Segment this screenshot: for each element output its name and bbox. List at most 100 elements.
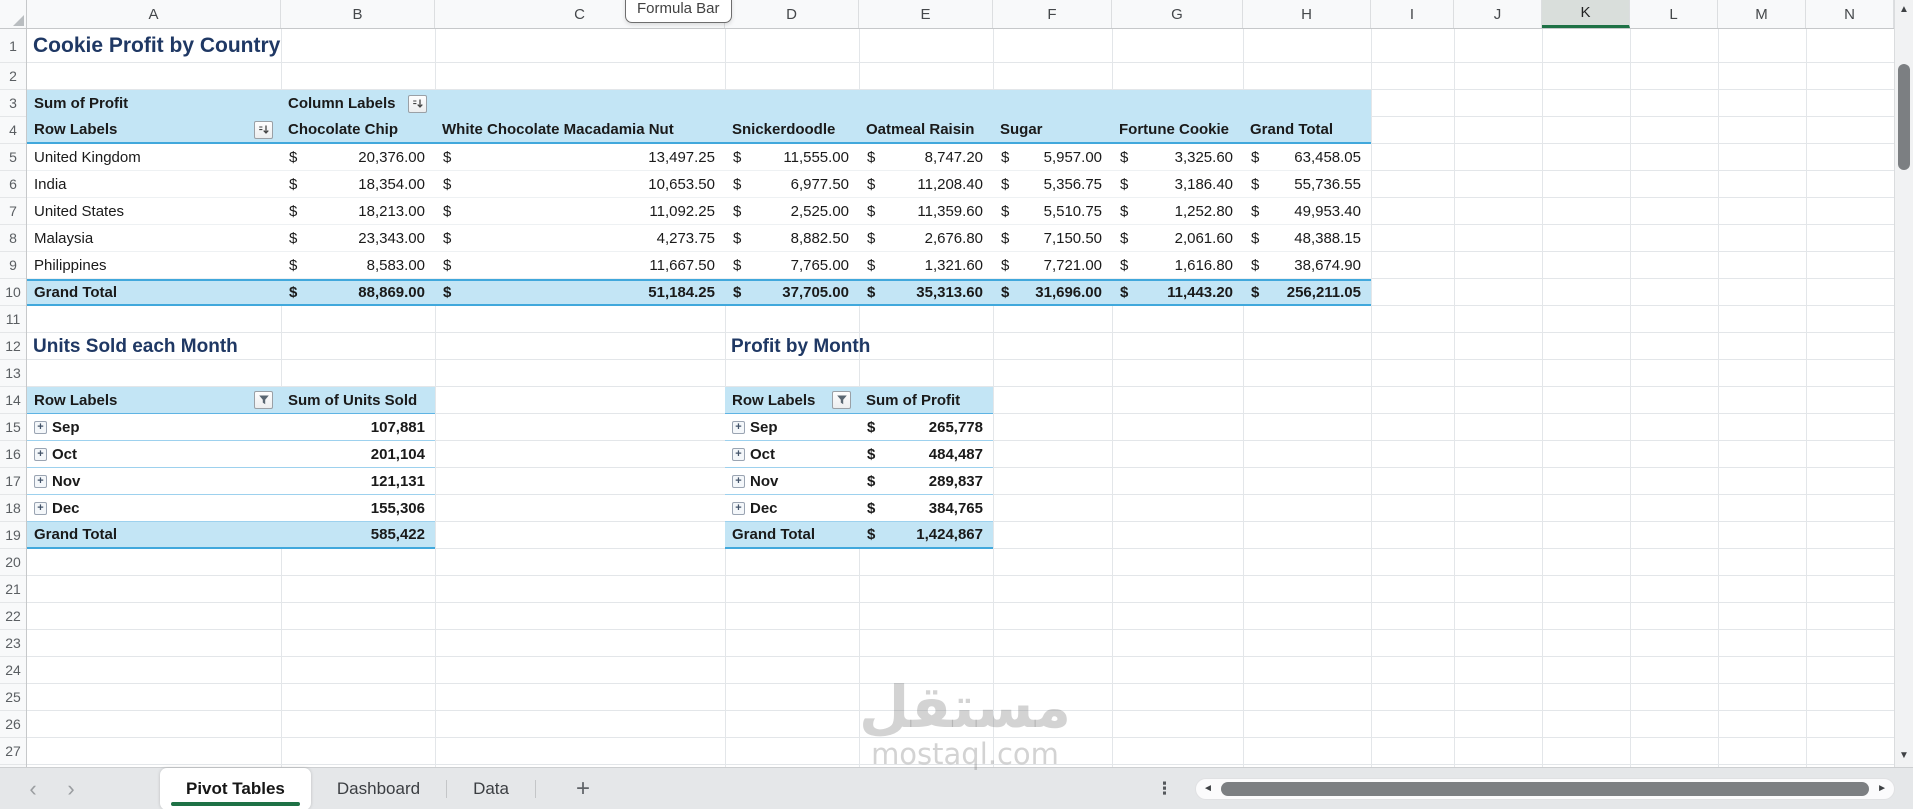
scroll-right-icon[interactable] bbox=[1877, 784, 1887, 794]
units-value-cell[interactable]: 155,306 bbox=[370, 499, 425, 517]
row-number[interactable]: 26 bbox=[0, 711, 26, 738]
column-header-l[interactable]: L bbox=[1630, 0, 1718, 28]
profit-value-cell[interactable]: $265,778 bbox=[859, 414, 993, 440]
row-number[interactable]: 18 bbox=[0, 495, 26, 522]
pivot-cell[interactable]: $7,765.00 bbox=[725, 252, 859, 278]
expand-icon[interactable] bbox=[732, 501, 745, 515]
pivot-total-cell[interactable]: $31,696.00 bbox=[993, 281, 1112, 304]
pivot-row-label[interactable]: Malaysia bbox=[34, 229, 94, 247]
pivot-cell[interactable]: $11,092.25 bbox=[435, 198, 725, 224]
column-header-k-selected[interactable]: K bbox=[1542, 0, 1630, 28]
row-number[interactable]: 5 bbox=[0, 144, 26, 171]
row-number[interactable]: 25 bbox=[0, 684, 26, 711]
grand-total-label[interactable]: Grand Total bbox=[732, 526, 816, 543]
pivot-total-cell[interactable]: $256,211.05 bbox=[1243, 281, 1371, 304]
column-header-h[interactable]: H bbox=[1243, 0, 1371, 28]
pivot-cell[interactable]: $55,736.55 bbox=[1243, 171, 1371, 197]
scroll-down-icon[interactable] bbox=[1895, 750, 1913, 761]
pivot-cell[interactable]: $49,953.40 bbox=[1243, 198, 1371, 224]
expand-icon[interactable] bbox=[732, 474, 745, 488]
units-pivot-title-cell[interactable]: Units Sold each Month bbox=[33, 336, 238, 357]
row-number[interactable]: 2 bbox=[0, 63, 26, 90]
col-header-chocolate-chip[interactable]: Chocolate Chip bbox=[288, 121, 399, 138]
grand-total-label[interactable]: Grand Total bbox=[34, 284, 118, 301]
row-number[interactable]: 15 bbox=[0, 414, 26, 441]
vertical-scrollbar[interactable] bbox=[1894, 0, 1913, 767]
row-number[interactable]: 13 bbox=[0, 360, 26, 387]
sheet-options-kebab-icon[interactable] bbox=[1134, 779, 1195, 799]
pivot-cell[interactable]: $4,273.75 bbox=[435, 225, 725, 251]
row-number[interactable]: 9 bbox=[0, 252, 26, 279]
column-labels-sort-button[interactable] bbox=[408, 94, 427, 113]
col-header-white-chocolate-macadamia-nut[interactable]: White Chocolate Macadamia Nut bbox=[442, 121, 674, 138]
vertical-scrollbar-thumb[interactable] bbox=[1898, 64, 1910, 170]
grand-total-label[interactable]: Grand Total bbox=[34, 526, 118, 543]
row-number[interactable]: 4 bbox=[0, 117, 26, 144]
row-number[interactable]: 10 bbox=[0, 279, 26, 306]
col-header-fortune-cookie[interactable]: Fortune Cookie bbox=[1119, 121, 1230, 138]
row-number[interactable]: 6 bbox=[0, 171, 26, 198]
row-number[interactable]: 7 bbox=[0, 198, 26, 225]
row-number[interactable]: 24 bbox=[0, 657, 26, 684]
sheet-tab-data[interactable]: Data bbox=[447, 768, 535, 809]
pivot-total-cell[interactable]: $37,705.00 bbox=[725, 281, 859, 304]
row-number[interactable]: 8 bbox=[0, 225, 26, 252]
profit-total-value[interactable]: $1,424,867 bbox=[859, 522, 993, 547]
pivot-cell[interactable]: $8,882.50 bbox=[725, 225, 859, 251]
expand-icon[interactable] bbox=[34, 447, 47, 461]
column-header-n[interactable]: N bbox=[1806, 0, 1894, 28]
value-area-label[interactable]: Sum of Profit bbox=[34, 95, 129, 112]
units-row-labels-cell[interactable]: Row Labels bbox=[27, 387, 281, 413]
month-label-cell[interactable]: Dec bbox=[27, 495, 281, 521]
pivot-cell[interactable]: $13,497.25 bbox=[435, 144, 725, 170]
expand-icon[interactable] bbox=[34, 420, 47, 434]
add-sheet-button[interactable]: + bbox=[575, 774, 590, 802]
sheet-tab-pivot-tables[interactable]: Pivot Tables bbox=[160, 767, 311, 809]
sheet-tab-dashboard[interactable]: Dashboard bbox=[311, 768, 446, 809]
pivot-cell[interactable]: $11,555.00 bbox=[725, 144, 859, 170]
pivot-cell[interactable]: $8,747.20 bbox=[859, 144, 993, 170]
row-number[interactable]: 23 bbox=[0, 630, 26, 657]
pivot-row-label[interactable]: Philippines bbox=[34, 256, 107, 274]
month-label-cell[interactable]: Nov bbox=[27, 468, 281, 494]
col-header-snickerdoodle[interactable]: Snickerdoodle bbox=[732, 121, 836, 138]
row-number[interactable]: 20 bbox=[0, 549, 26, 576]
month-label-cell[interactable]: Oct bbox=[725, 441, 859, 467]
row-number[interactable]: 21 bbox=[0, 576, 26, 603]
pivot-cell[interactable]: $11,208.40 bbox=[859, 171, 993, 197]
pivot-cell[interactable]: $10,653.50 bbox=[435, 171, 725, 197]
row-number[interactable]: 1 bbox=[0, 29, 26, 63]
column-header-m[interactable]: M bbox=[1718, 0, 1806, 28]
pivot-cell[interactable]: $5,356.75 bbox=[993, 171, 1112, 197]
month-label-cell[interactable]: Sep bbox=[27, 414, 281, 440]
column-header-b[interactable]: B bbox=[281, 0, 435, 28]
pivot-cell[interactable]: $8,583.00 bbox=[281, 252, 435, 278]
pivot-row-label[interactable]: United States bbox=[34, 202, 125, 220]
pivot-cell[interactable]: $7,721.00 bbox=[993, 252, 1112, 278]
pivot-cell[interactable]: $7,150.50 bbox=[993, 225, 1112, 251]
profit-value-cell[interactable]: $484,487 bbox=[859, 441, 993, 467]
horizontal-scrollbar-thumb[interactable] bbox=[1221, 781, 1869, 796]
profit-value-header[interactable]: Sum of Profit bbox=[866, 391, 961, 409]
column-header-j[interactable]: J bbox=[1454, 0, 1542, 28]
row-number[interactable]: 3 bbox=[0, 90, 26, 117]
profit-value-cell[interactable]: $289,837 bbox=[859, 468, 993, 494]
column-header-i[interactable]: I bbox=[1371, 0, 1454, 28]
scroll-left-icon[interactable] bbox=[1203, 784, 1213, 794]
pivot-cell[interactable]: $1,321.60 bbox=[859, 252, 993, 278]
pivot-cell[interactable]: $20,376.00 bbox=[281, 144, 435, 170]
month-label-cell[interactable]: Oct bbox=[27, 441, 281, 467]
row-number[interactable]: 27 bbox=[0, 738, 26, 765]
pivot-row-label[interactable]: India bbox=[34, 175, 67, 193]
expand-icon[interactable] bbox=[732, 447, 745, 461]
column-header-a[interactable]: A bbox=[27, 0, 281, 28]
pivot-cell[interactable]: $1,616.80 bbox=[1112, 252, 1243, 278]
column-labels-cell[interactable]: Column Labels bbox=[281, 90, 435, 117]
pivot-total-cell[interactable]: $88,869.00 bbox=[281, 281, 435, 304]
pivot-cell[interactable]: $1,252.80 bbox=[1112, 198, 1243, 224]
units-value-cell[interactable]: 201,104 bbox=[370, 445, 425, 463]
expand-icon[interactable] bbox=[732, 420, 745, 434]
column-header-d[interactable]: D bbox=[725, 0, 859, 28]
row-number[interactable]: 22 bbox=[0, 603, 26, 630]
profit-filter-button[interactable] bbox=[832, 391, 851, 409]
